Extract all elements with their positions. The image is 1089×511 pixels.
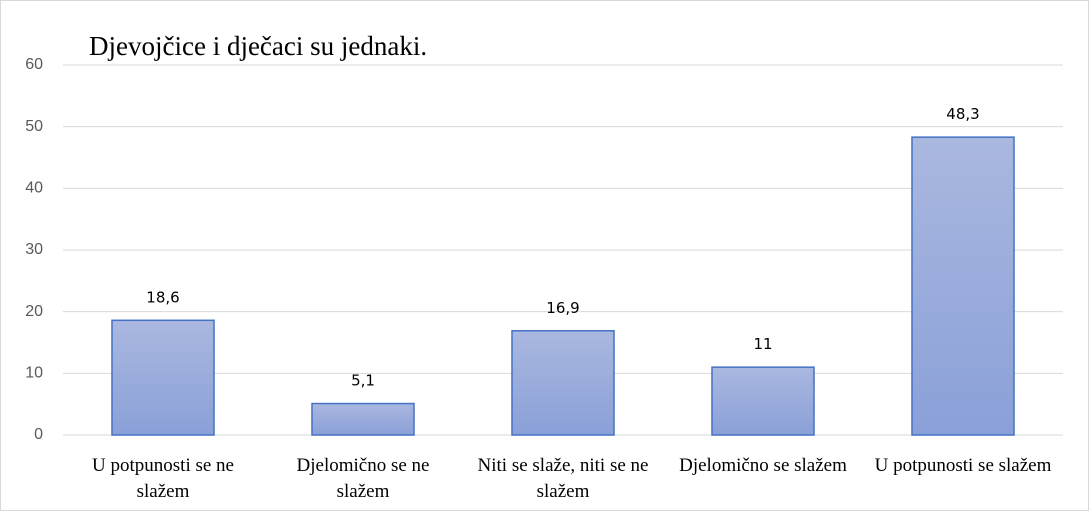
bar xyxy=(711,366,815,436)
x-tick-label: U potpunosti se slažem xyxy=(874,455,1052,476)
bar xyxy=(311,402,415,436)
x-tick-label: U potpunosti se ne slažem xyxy=(92,455,234,502)
value-label: 11 xyxy=(753,335,772,353)
x-tick-label: Djelomično se slažem xyxy=(679,455,847,476)
y-tick-label: 60 xyxy=(25,56,43,73)
y-tick-label: 40 xyxy=(25,180,43,197)
bar xyxy=(111,319,215,436)
x-tick-label: Djelomično se ne slažem xyxy=(296,455,430,502)
chart-title: Djevojčice i dječaci su jednaki. xyxy=(89,31,427,61)
value-label: 48,3 xyxy=(946,105,979,123)
y-tick-label: 30 xyxy=(25,241,43,258)
x-tick-label: Niti se slaže, niti se ne slažem xyxy=(477,455,649,502)
bar xyxy=(511,330,615,436)
value-label: 5,1 xyxy=(351,372,375,390)
value-label: 16,9 xyxy=(546,299,579,317)
y-tick-label: 20 xyxy=(25,303,43,320)
bar xyxy=(911,136,1015,436)
y-tick-label: 0 xyxy=(34,426,43,443)
value-label: 18,6 xyxy=(146,288,179,306)
y-tick-label: 50 xyxy=(25,118,43,135)
y-tick-label: 10 xyxy=(25,365,43,382)
